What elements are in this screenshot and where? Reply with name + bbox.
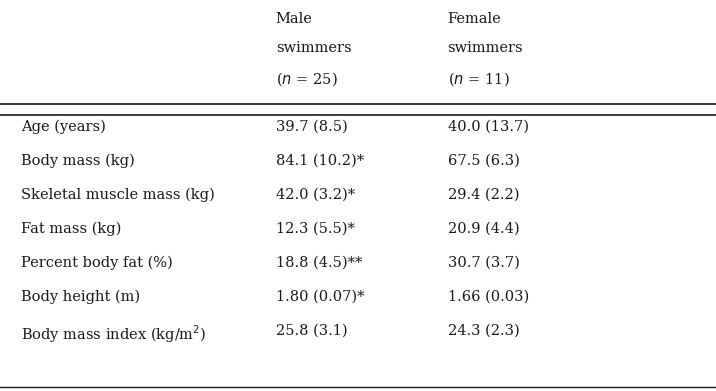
Text: Percent body fat (%): Percent body fat (%) xyxy=(21,255,173,270)
Text: 39.7 (8.5): 39.7 (8.5) xyxy=(276,119,347,133)
Text: 18.8 (4.5)**: 18.8 (4.5)** xyxy=(276,255,362,269)
Text: ($n$ = 25): ($n$ = 25) xyxy=(276,70,337,88)
Text: swimmers: swimmers xyxy=(276,41,352,55)
Text: 12.3 (5.5)*: 12.3 (5.5)* xyxy=(276,221,354,235)
Text: Body mass index (kg/m$^{2}$): Body mass index (kg/m$^{2}$) xyxy=(21,323,207,345)
Text: 25.8 (3.1): 25.8 (3.1) xyxy=(276,323,347,337)
Text: 30.7 (3.7): 30.7 (3.7) xyxy=(448,255,519,269)
Text: 29.4 (2.2): 29.4 (2.2) xyxy=(448,187,519,201)
Text: 67.5 (6.3): 67.5 (6.3) xyxy=(448,153,519,167)
Text: Body height (m): Body height (m) xyxy=(21,289,140,304)
Text: 1.66 (0.03): 1.66 (0.03) xyxy=(448,289,528,303)
Text: Age (years): Age (years) xyxy=(21,119,107,134)
Text: Male: Male xyxy=(276,12,313,26)
Text: ($n$ = 11): ($n$ = 11) xyxy=(448,70,509,88)
Text: Fat mass (kg): Fat mass (kg) xyxy=(21,221,122,236)
Text: 84.1 (10.2)*: 84.1 (10.2)* xyxy=(276,153,364,167)
Text: 40.0 (13.7): 40.0 (13.7) xyxy=(448,119,528,133)
Text: 1.80 (0.07)*: 1.80 (0.07)* xyxy=(276,289,364,303)
Text: swimmers: swimmers xyxy=(448,41,523,55)
Text: Skeletal muscle mass (kg): Skeletal muscle mass (kg) xyxy=(21,187,216,202)
Text: Female: Female xyxy=(448,12,501,26)
Text: 24.3 (2.3): 24.3 (2.3) xyxy=(448,323,519,337)
Text: Body mass (kg): Body mass (kg) xyxy=(21,153,135,168)
Text: 20.9 (4.4): 20.9 (4.4) xyxy=(448,221,519,235)
Text: 42.0 (3.2)*: 42.0 (3.2)* xyxy=(276,187,355,201)
